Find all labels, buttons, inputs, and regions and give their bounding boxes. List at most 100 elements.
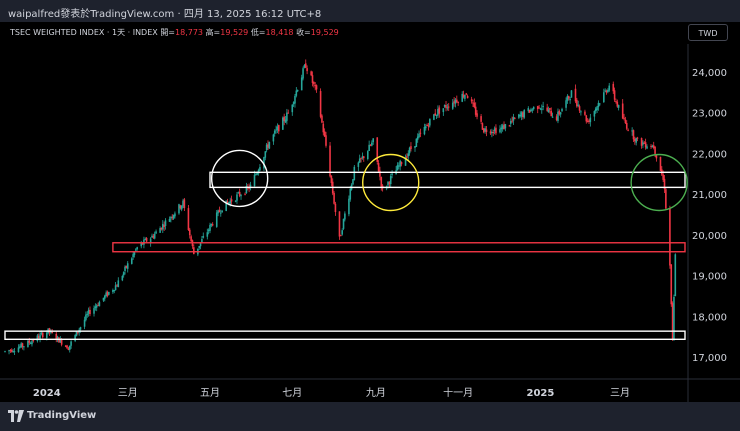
support-zone [112,242,686,253]
candle-body [605,90,608,93]
highlight-circle [210,149,269,208]
tradingview-logo-icon [8,410,24,422]
candle-body [451,102,454,109]
candle-body [211,224,214,226]
y-tick-label: 23,000 [692,109,727,120]
candle-body [277,125,280,132]
candle-body [542,105,544,108]
candle-body [627,129,629,131]
candle-body [28,340,31,343]
candle-body [387,181,389,186]
candle-body [473,102,476,108]
candle-body [376,137,379,162]
candle-body [520,112,523,117]
candle-body [551,116,554,118]
candle-body [97,305,99,307]
candle-body [476,113,478,117]
candle-body [89,309,91,315]
candle-body [470,99,473,102]
candle-body [465,93,468,95]
candle-body [182,200,184,207]
candle-body [586,120,589,122]
candle-body [41,332,44,338]
candle-body [342,218,345,229]
candle-body [219,212,222,214]
candle-body [461,93,464,102]
candle-body [493,128,496,132]
candle-body [259,167,261,171]
candle-body [276,126,279,130]
candle-body [352,179,354,185]
candle-body [218,210,221,213]
y-tick-label: 17,000 [692,353,727,364]
candle-body [168,218,171,222]
candle-body [371,142,373,146]
candle-body [391,173,393,175]
candle-body [170,217,172,219]
candle-body [357,162,360,167]
candle-body [121,275,124,281]
candle-body [389,176,392,185]
candle-body [313,81,315,85]
candle-body [321,115,323,123]
candle-body [113,290,116,292]
candle-body [360,157,362,159]
candle-body [636,137,639,139]
x-tick-label: 2024 [33,388,61,399]
candle-body [311,75,314,83]
candle-body [17,347,20,353]
candle-body [396,165,399,171]
candle-body [593,111,596,117]
candle-body [514,118,516,120]
candlestick-chart[interactable]: 24,000 23,000 22,000 21,000 20,000 19,000 18,0… [0,0,740,402]
candle-body [615,100,617,102]
candle-body [234,200,237,202]
candle-body [462,94,465,98]
candle-body [283,116,285,122]
candle-body [532,106,535,110]
candle-body [366,151,369,159]
candle-body [484,128,486,132]
candle-body [74,335,76,341]
candle-body [55,333,58,340]
candle-body [670,264,673,305]
candle-body [589,117,592,123]
candle-body [598,103,601,105]
candle-body [625,123,628,129]
highlight-circle [630,153,688,212]
candle-body [334,203,337,213]
candle-body [164,220,167,227]
candle-body [163,224,165,228]
candle-body [569,98,571,101]
candle-body [457,102,459,104]
candle-body [491,131,493,134]
candle-body [623,117,625,120]
candle-body [588,120,590,122]
candle-body [300,77,303,91]
candle-body [145,237,148,242]
candle-body [265,144,268,151]
candle-body [198,246,201,248]
candle-body [644,142,647,148]
candle-body [340,235,342,237]
candle-body [632,130,635,140]
candle-body [408,147,411,154]
candle-body [68,345,71,350]
candle-body [580,111,582,113]
candle-body [302,68,304,79]
candle-body [596,106,598,110]
candle-body [652,145,655,148]
y-tick-label: 22,000 [692,149,727,160]
currency-button[interactable]: TWD [688,24,728,41]
candle-body [8,350,10,352]
candle-body [500,127,503,130]
candle-body [338,211,341,237]
low-value: 18,418 [265,28,294,37]
candle-body [130,258,133,264]
candle-body [349,188,352,200]
candle-body [519,115,522,117]
candle-body [27,340,29,347]
candle-body [333,192,335,204]
candle-body [530,109,532,112]
y-tick-label: 19,000 [692,272,727,283]
